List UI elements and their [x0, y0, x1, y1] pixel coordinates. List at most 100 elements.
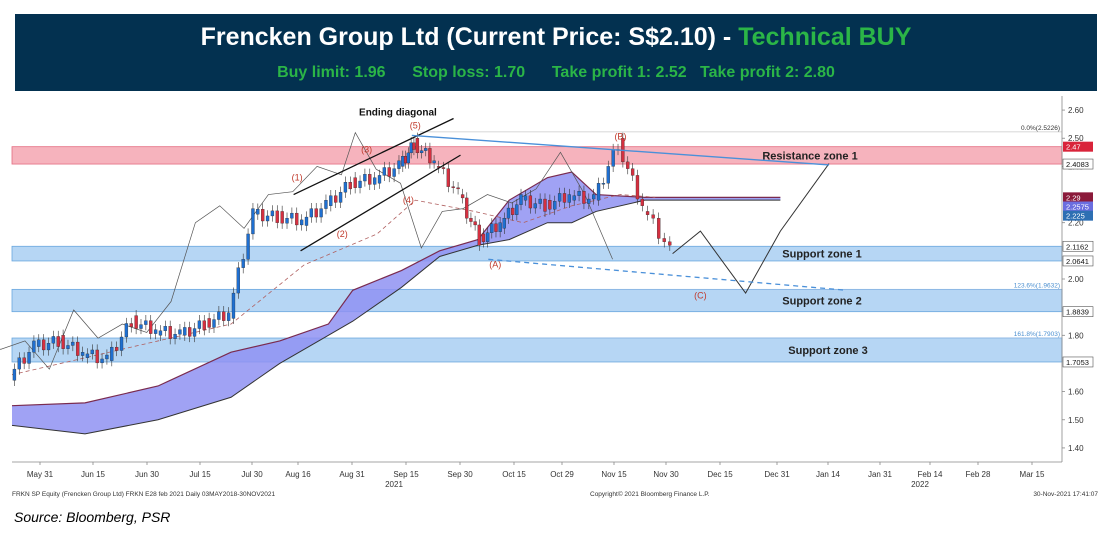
- candle-body: [538, 198, 542, 204]
- price-tag-1: 2.4083: [1062, 158, 1094, 170]
- candle-body: [557, 193, 562, 202]
- y-tick-label: 2.50: [1068, 134, 1084, 143]
- zone-label-2: Support zone 1: [782, 249, 861, 261]
- x-tick-label: Nov 30: [653, 470, 679, 479]
- y-tick-label: 2.60: [1068, 106, 1084, 115]
- candle-body: [611, 149, 615, 167]
- price-tag-6: 2.0641: [1062, 255, 1094, 267]
- trade-levels: Buy limit: 1.96 Stop loss: 1.70 Take pro…: [277, 64, 835, 81]
- candle-body: [502, 218, 506, 229]
- candle-body: [506, 207, 511, 219]
- candle-body: [41, 339, 46, 351]
- year-label-1: 2022: [911, 480, 929, 489]
- price-tag-box: [1063, 192, 1093, 203]
- candle-body: [314, 208, 318, 218]
- candle-body: [498, 222, 502, 232]
- candle-body: [382, 167, 387, 176]
- candle-body: [387, 167, 391, 177]
- x-tick-label: Feb 14: [918, 470, 943, 479]
- candle-body: [241, 259, 245, 268]
- price-tag-label: 1.8839: [1066, 308, 1089, 317]
- price-tag-0: 2.47: [1063, 141, 1093, 152]
- candle-body: [85, 353, 90, 358]
- candle-body: [46, 343, 51, 351]
- wave-label-5: (A): [489, 260, 501, 270]
- candle-body: [519, 194, 523, 205]
- candle-body: [105, 354, 109, 360]
- candle-body: [465, 197, 469, 219]
- candle-body: [657, 218, 661, 239]
- price-chart: Resistance zone 1 Support zone 1 Support z…: [0, 92, 1112, 507]
- price-tag-label: 2.2575: [1066, 203, 1089, 212]
- candle-body: [668, 241, 672, 246]
- footer-center: Copyright© 2021 Bloomberg Finance L.P.: [590, 490, 710, 498]
- candle-body: [582, 191, 586, 204]
- candle-body: [163, 326, 167, 331]
- fib-label-2: 161.8%(1.7903): [1014, 331, 1060, 338]
- candle-body: [403, 156, 408, 164]
- x-tick-label: Jun 15: [81, 470, 106, 479]
- price-tag-box: [1063, 201, 1093, 212]
- price-tag-box: [1062, 255, 1094, 267]
- candle-body: [343, 182, 348, 193]
- candle-body: [490, 223, 494, 233]
- x-tick-label: Sep 30: [447, 470, 473, 479]
- x-tick-label: Dec 31: [764, 470, 790, 479]
- candle-body: [451, 186, 455, 188]
- price-tag-label: 2.29: [1066, 193, 1081, 202]
- candle-body: [61, 335, 65, 349]
- candle-body: [290, 212, 294, 219]
- candle-body: [441, 167, 446, 169]
- year-label-0: 2021: [385, 480, 403, 489]
- wave-label-1: (2): [337, 229, 348, 239]
- wave-label-7: (C): [694, 291, 707, 301]
- candle-body: [432, 160, 436, 164]
- x-tick-label: Aug 16: [285, 470, 311, 479]
- trend-line-upper: [411, 134, 830, 166]
- candle-body: [401, 156, 405, 167]
- wave-label-0: (1): [292, 172, 303, 182]
- candle-body: [377, 175, 382, 184]
- candle-body: [66, 345, 70, 349]
- price-tag-8: 1.7053: [1062, 356, 1094, 368]
- candle-body: [424, 148, 428, 151]
- candle-body: [533, 203, 537, 209]
- price-tag-2: 2.29: [1063, 192, 1093, 203]
- candle-body: [270, 210, 275, 217]
- fib-label-1: 123.6%(1.9632): [1014, 282, 1060, 289]
- candle-body: [115, 346, 119, 351]
- source-note: Source: Bloomberg, PSR: [14, 509, 171, 525]
- candle-body: [523, 195, 528, 201]
- price-tag-3: 2.2575: [1063, 201, 1093, 212]
- candle-body: [80, 352, 85, 356]
- candle-body: [392, 168, 396, 177]
- candle-body: [188, 327, 192, 337]
- ichimoku-cloud: [12, 172, 781, 434]
- candle-body: [261, 209, 265, 222]
- x-tick-label: Jul 30: [241, 470, 263, 479]
- candle-body: [275, 210, 279, 223]
- candle-body: [265, 215, 270, 222]
- price-tag-label: 2.225: [1066, 212, 1085, 221]
- candle-body: [51, 336, 56, 344]
- candle-body: [338, 192, 343, 203]
- candle-body: [158, 330, 163, 336]
- candle-body: [567, 194, 571, 203]
- candle-body: [397, 160, 401, 169]
- candle-body: [12, 368, 17, 381]
- candle-body: [226, 312, 231, 321]
- candle-body: [37, 339, 41, 347]
- zone-4: [11, 337, 1063, 363]
- candle-body: [446, 168, 450, 187]
- candle-body: [280, 211, 284, 224]
- candle-body: [129, 323, 133, 328]
- candle-body: [415, 138, 420, 154]
- candle-body: [202, 320, 206, 330]
- candle-body: [56, 336, 60, 347]
- y-tick-label: 1.80: [1068, 331, 1084, 340]
- x-tick-label: Oct 15: [502, 470, 526, 479]
- candle-body: [577, 191, 581, 196]
- candle-body: [477, 224, 481, 246]
- footer-right: 30-Nov-2021 17:41:07: [1033, 491, 1098, 498]
- fib-label-0: 0.0%(2.5226): [1021, 125, 1060, 132]
